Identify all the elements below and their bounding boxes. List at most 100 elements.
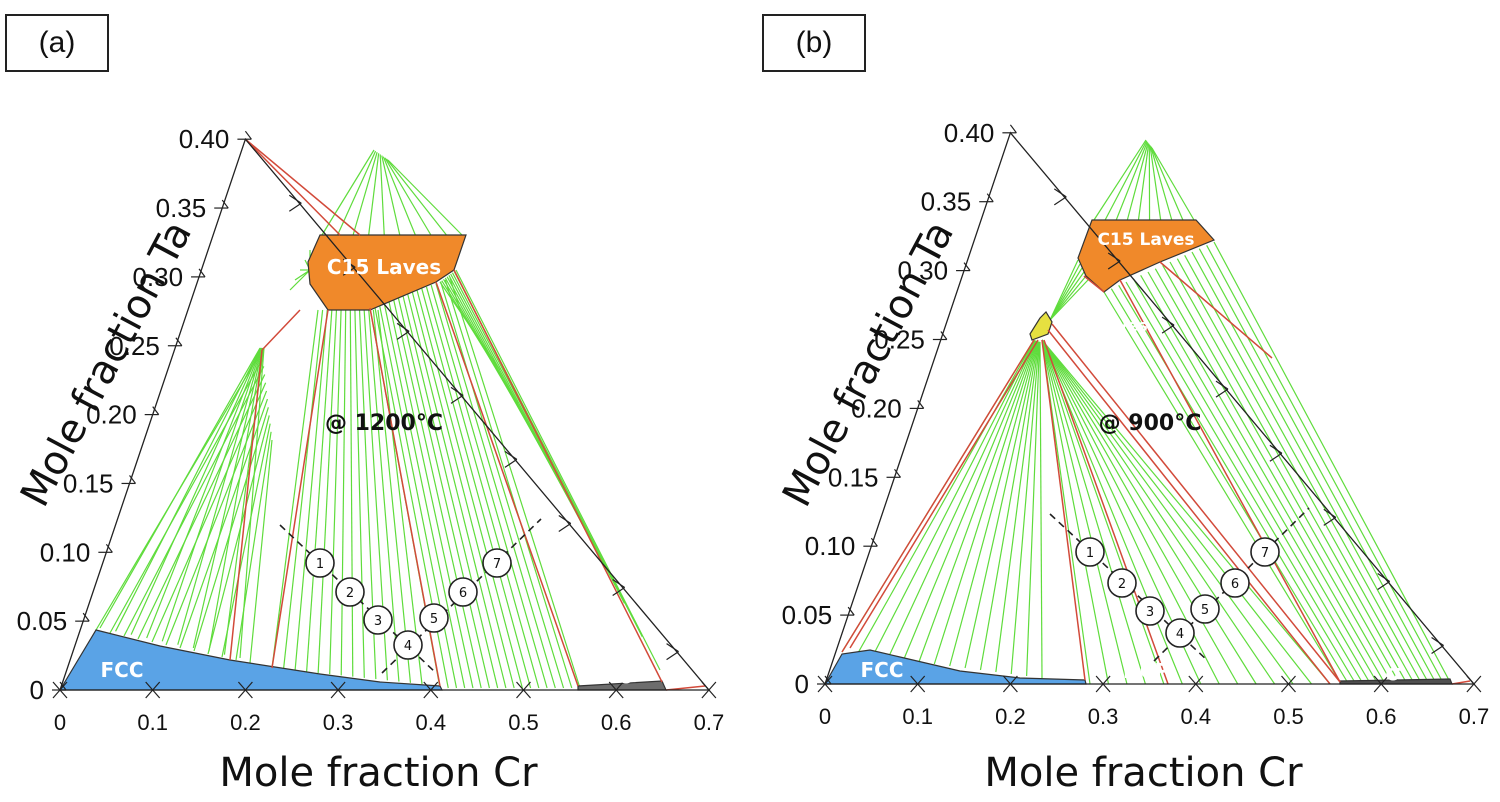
x-tick: [1095, 675, 1111, 693]
x-tick-label: 0.6: [1366, 704, 1397, 729]
y-tick-label: 0.15: [63, 468, 114, 498]
tie-line: [1147, 271, 1385, 683]
tie-line: [1041, 339, 1276, 685]
boundary-line: [849, 339, 1039, 649]
tie-line: [1039, 341, 1043, 679]
tie-line: [856, 339, 1035, 655]
marker-circle: [419, 603, 449, 633]
y-tick: [917, 400, 925, 409]
phase-labels: FCC C15 Laves C36 Laves HCP σ @ 900°C: [860, 230, 1402, 686]
boundary-line: [1051, 323, 1341, 683]
right-tick: [1053, 196, 1067, 206]
tie-line: [449, 277, 581, 689]
y-tick: [870, 537, 878, 547]
tie-line: [354, 309, 365, 678]
y-tick-label: 0.10: [805, 531, 856, 561]
right-tick: [396, 322, 410, 332]
tie-line: [294, 309, 328, 671]
tie-line: [1049, 279, 1089, 321]
boundary-line: [1119, 279, 1341, 683]
fcc-label: FCC: [860, 658, 903, 682]
x-tick: [423, 681, 439, 699]
tie-line: [1041, 339, 1128, 685]
x-tick: [330, 681, 346, 699]
c36-label: C36 Laves: [1056, 316, 1147, 335]
y-tick: [105, 543, 113, 553]
x-tick-label: 0.7: [1459, 704, 1490, 729]
tie-line: [192, 347, 264, 649]
tie-line: [1118, 285, 1356, 683]
panel-label-b: (b): [762, 14, 866, 72]
right-tick: [1215, 380, 1229, 390]
right-tick: [504, 450, 518, 460]
right-tick: [450, 386, 464, 396]
tie-line: [352, 152, 378, 236]
right-tick: [612, 587, 626, 597]
tie-line: [1041, 339, 1146, 685]
tie-line: [151, 382, 267, 643]
tie-line: [306, 309, 333, 672]
marker-label: 5: [1201, 603, 1209, 618]
tie-line: [1198, 248, 1436, 683]
y-tick: [152, 406, 160, 415]
tie-line: [979, 341, 1039, 671]
tie-line: [382, 156, 416, 236]
y-tick: [963, 262, 971, 271]
tie-line: [368, 153, 380, 236]
tie-line: [1125, 281, 1363, 683]
y-tick: [894, 468, 902, 478]
marker-circle: [1250, 537, 1280, 567]
x-tick-label: 0.1: [137, 710, 168, 735]
x-tick: [237, 681, 253, 699]
tie-line: [416, 290, 523, 689]
tie-line: [177, 347, 263, 645]
y-tick: [986, 193, 994, 203]
marker-label: 2: [1118, 577, 1126, 592]
y-tick-label: 0.15: [828, 462, 879, 492]
tie-line: [282, 309, 324, 670]
boundary-line: [665, 685, 706, 691]
tie-line: [340, 309, 347, 676]
boundary-line: [1041, 339, 1086, 681]
x-axis-title: Mole fraction Cr: [219, 750, 538, 796]
tie-line: [425, 286, 540, 689]
tie-line: [1151, 147, 1195, 221]
tie-line: [902, 340, 1037, 661]
tie-line: [294, 269, 311, 281]
tie-line: [1049, 259, 1079, 321]
tie-line: [109, 357, 264, 634]
tie-line: [239, 347, 265, 659]
tie-line: [1184, 255, 1422, 683]
tie-line: [1169, 261, 1407, 683]
marker-circle: [1220, 568, 1250, 598]
tie-line: [1041, 339, 1331, 685]
marker-circle: [448, 577, 478, 607]
marker-circle: [363, 605, 393, 635]
boundary-line: [271, 309, 329, 669]
tie-line: [1041, 339, 1110, 685]
marker-label: 4: [1176, 627, 1184, 642]
boundary-line: [1043, 339, 1169, 685]
x-tick-label: 0.4: [416, 710, 447, 735]
tie-line: [123, 366, 265, 637]
tie-line: [130, 347, 262, 635]
marker-circle: [305, 548, 335, 578]
y-tick-label: 0.30: [897, 256, 948, 286]
right-tick: [342, 258, 356, 268]
y-tick-label: 0.20: [851, 393, 902, 423]
tie-line: [1149, 145, 1162, 221]
boundary-line: [244, 138, 361, 236]
boundary-line: [229, 349, 263, 661]
tie-line: [368, 309, 400, 682]
tie-line: [407, 293, 507, 689]
tie-line: [1110, 288, 1348, 683]
right-tick: [1431, 645, 1444, 655]
right-tick: [1215, 388, 1229, 398]
phase-labels: FCC C15 Laves σ @ 1200°C: [100, 255, 635, 689]
x-tick-label: 0.2: [230, 710, 261, 735]
right-tick: [558, 522, 572, 532]
tie-line: [1041, 339, 1257, 685]
tie-line: [372, 309, 412, 683]
right-tick: [1107, 260, 1121, 270]
